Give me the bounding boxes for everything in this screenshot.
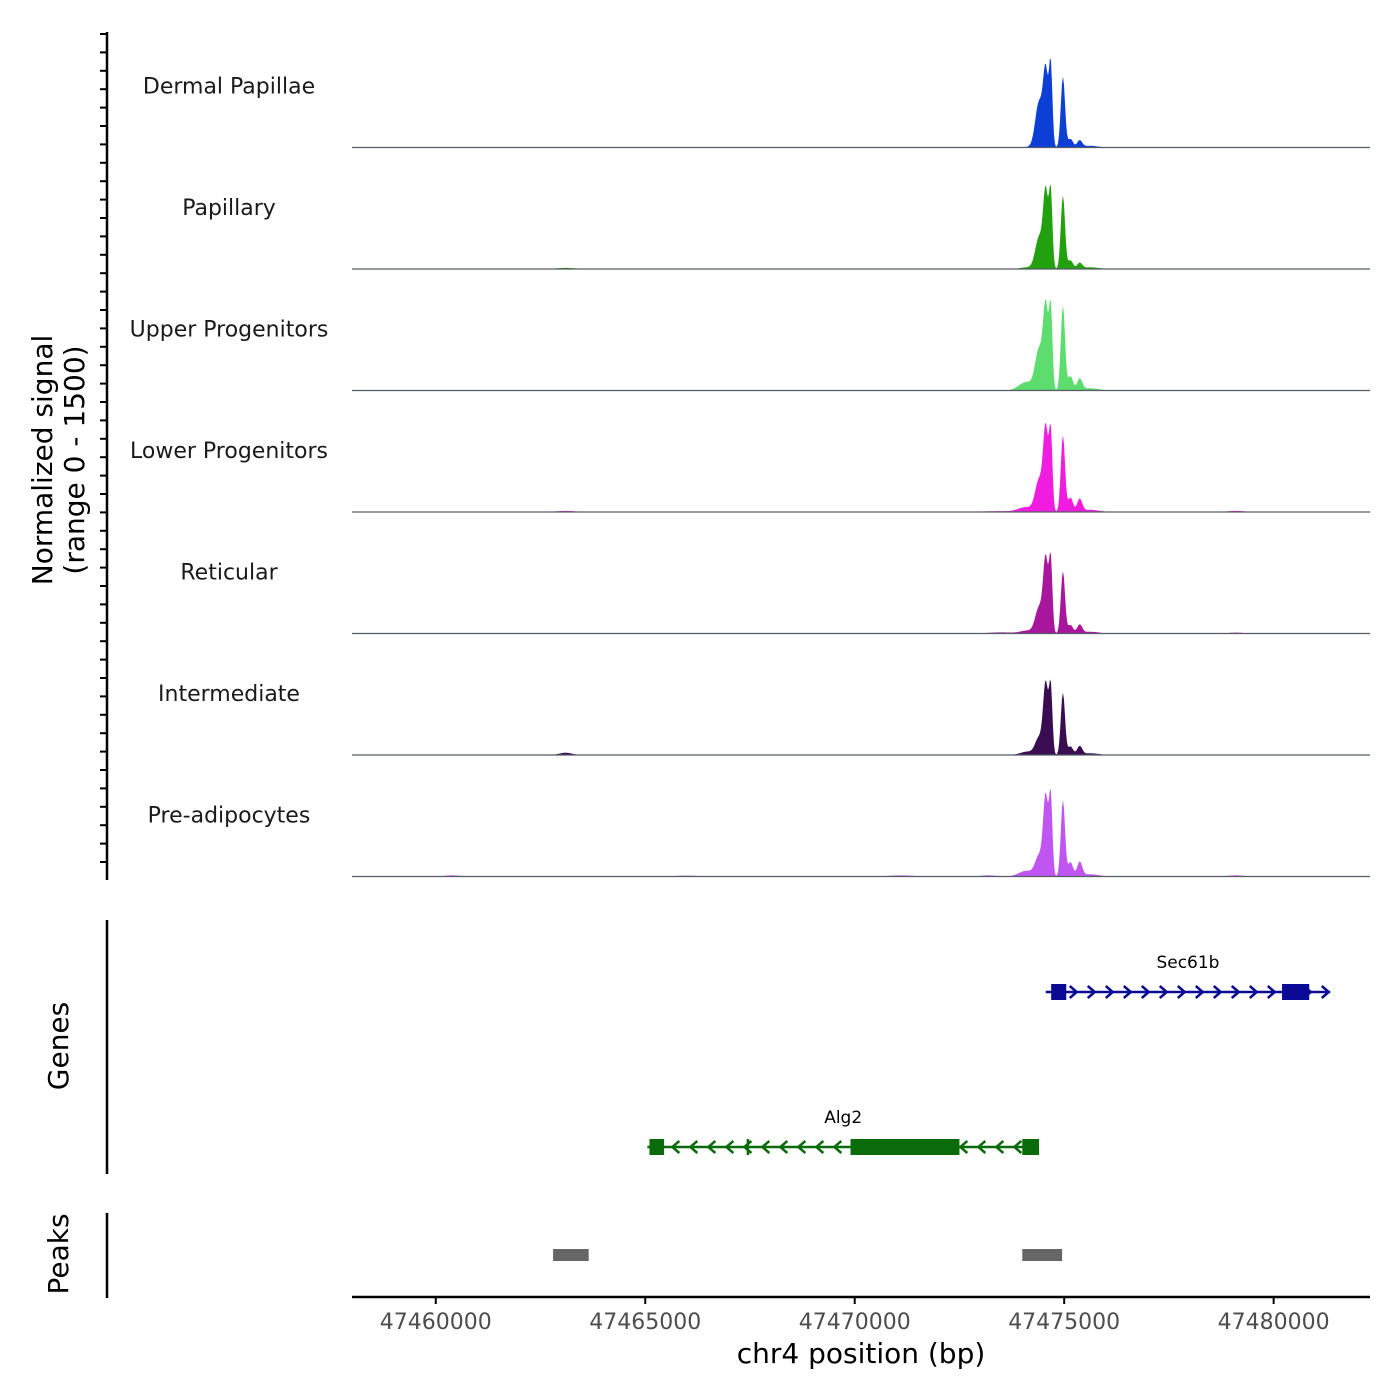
strand-arrow — [1068, 985, 1079, 999]
genes-panel: Genes Sec61b Alg2 — [42, 920, 1331, 1174]
coverage-track: Lower Progenitors — [130, 422, 1370, 513]
gene-model: Sec61b — [1045, 953, 1331, 1000]
strand-arrow — [1104, 985, 1115, 999]
strand-arrow — [1266, 985, 1277, 999]
coverage-track: Reticular — [180, 551, 1370, 635]
strand-arrow — [814, 1140, 825, 1154]
strand-arrow — [760, 1140, 771, 1154]
gene-exon — [1051, 984, 1067, 1000]
strand-arrow — [1122, 985, 1133, 999]
strand-arrow — [976, 1140, 987, 1154]
strand-arrow — [1230, 985, 1241, 999]
gene-label: Sec61b — [1156, 953, 1219, 973]
strand-arrow — [832, 1140, 843, 1154]
strand-arrow — [796, 1140, 807, 1154]
coverage-y-axis-title-line2: (range 0 - 1500) — [58, 345, 91, 574]
strand-arrow — [724, 1140, 735, 1154]
strand-arrow — [670, 1140, 681, 1154]
x-tick-label: 47480000 — [1218, 1310, 1330, 1335]
strand-arrow — [1012, 1140, 1023, 1154]
gene-exon — [1022, 1139, 1040, 1155]
coverage-track: Upper Progenitors — [130, 298, 1370, 392]
coverage-track: Papillary — [182, 184, 1370, 270]
strand-arrow — [1248, 985, 1259, 999]
coverage-area — [352, 788, 1370, 877]
track-label: Intermediate — [158, 682, 300, 707]
coverage-y-axis-title: Normalized signal(range 0 - 1500) — [26, 335, 91, 586]
gene-label: Alg2 — [824, 1108, 862, 1128]
strand-arrow — [958, 1140, 969, 1154]
strand-arrow — [1140, 985, 1151, 999]
x-tick-label: 47460000 — [380, 1310, 492, 1335]
coverage-area — [352, 422, 1370, 512]
coverage-area — [352, 57, 1370, 148]
peak-region — [553, 1249, 589, 1261]
x-axis-title: chr4 position (bp) — [737, 1337, 986, 1370]
x-tick-label: 47475000 — [1008, 1310, 1120, 1335]
peaks-y-axis-title: Peaks — [42, 1213, 75, 1294]
coverage-track: Dermal Papillae — [143, 57, 1370, 149]
coverage-y-axis-title-line1: Normalized signal — [26, 335, 59, 586]
track-label: Reticular — [180, 561, 278, 586]
strand-arrow — [1212, 985, 1223, 999]
genes-y-axis-title: Genes — [42, 1002, 75, 1090]
strand-arrow — [706, 1140, 717, 1154]
gene-exon — [1282, 984, 1310, 1000]
gene-exon — [850, 1139, 960, 1155]
coverage-area — [352, 551, 1370, 634]
x-tick-label: 47470000 — [799, 1310, 911, 1335]
peak-region — [1022, 1249, 1063, 1261]
coverage-area — [352, 679, 1370, 755]
coverage-track: Pre-adipocytes — [148, 788, 1370, 878]
gene-exon — [649, 1139, 665, 1155]
track-label: Papillary — [182, 196, 276, 221]
strand-arrow — [1194, 985, 1205, 999]
track-label: Lower Progenitors — [130, 439, 328, 464]
strand-arrow — [688, 1140, 699, 1154]
peaks-panel: Peaks — [42, 1213, 1063, 1298]
strand-arrow — [994, 1140, 1005, 1154]
strand-arrow — [1158, 985, 1169, 999]
x-axis: 47460000 47465000 47470000 47475000 47480000… — [352, 1295, 1370, 1370]
track-label: Upper Progenitors — [130, 318, 329, 343]
track-label: Dermal Papillae — [143, 75, 315, 100]
coverage-area — [352, 184, 1370, 269]
coverage-track: Intermediate — [158, 679, 1370, 756]
gene-model: Alg2 — [647, 1108, 1040, 1155]
coverage-panel: Normalized signal(range 0 - 1500) Dermal … — [26, 32, 1370, 880]
strand-arrow — [1086, 985, 1097, 999]
coverage-area — [352, 298, 1370, 391]
strand-arrow — [778, 1140, 789, 1154]
strand-arrow — [1320, 985, 1331, 999]
track-label: Pre-adipocytes — [148, 804, 311, 829]
strand-arrow — [1176, 985, 1187, 999]
x-tick-label: 47465000 — [589, 1310, 701, 1335]
